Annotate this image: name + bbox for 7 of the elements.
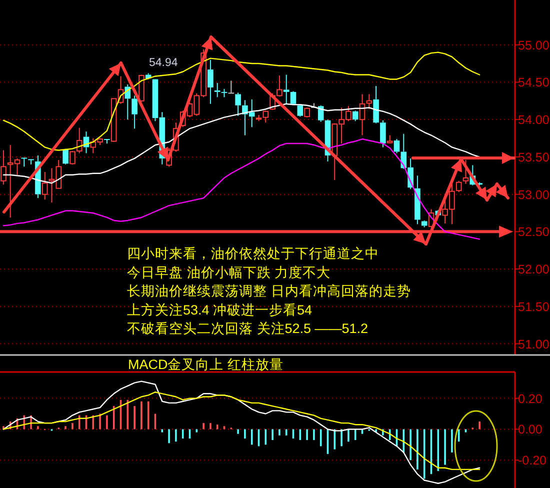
annotation: 长期油价继续震荡调整 日内看冲高回落的走势 <box>127 284 411 299</box>
annotation: 上方关注53.4 冲破进一步看54 <box>127 302 312 318</box>
annotation: MACD金叉向上 红柱放量 <box>128 357 284 372</box>
annotation: 今日早盘 油价小幅下跌 力度不大 <box>127 264 331 280</box>
annotation: 四小时来看，油价依然处于下行通道之中 <box>127 246 379 261</box>
annotation: 不破看空头二次回落 关注52.5 ——51.2 <box>127 321 368 336</box>
annotation: 54.94 <box>149 57 178 69</box>
